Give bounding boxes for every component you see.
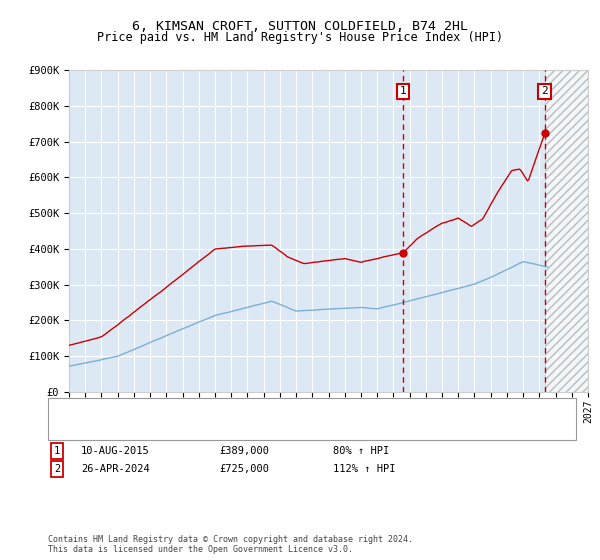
Bar [545, 70, 588, 392]
Text: 112% ↑ HPI: 112% ↑ HPI [333, 464, 395, 474]
Text: 1: 1 [54, 446, 60, 456]
Bar [545, 70, 588, 392]
Text: 2: 2 [541, 86, 548, 96]
Text: HPI: Average price, detached house, Walsall: HPI: Average price, detached house, Wals… [87, 424, 340, 434]
Text: ——: —— [57, 423, 72, 436]
Text: 6, KIMSAN CROFT, SUTTON COLDFIELD, B74 2HL (detached house): 6, KIMSAN CROFT, SUTTON COLDFIELD, B74 2… [87, 404, 434, 414]
Text: 80% ↑ HPI: 80% ↑ HPI [333, 446, 389, 456]
Text: 1: 1 [400, 86, 406, 96]
Text: ——: —— [57, 403, 72, 416]
Text: £389,000: £389,000 [219, 446, 269, 456]
Text: Price paid vs. HM Land Registry's House Price Index (HPI): Price paid vs. HM Land Registry's House … [97, 31, 503, 44]
Text: 10-AUG-2015: 10-AUG-2015 [81, 446, 150, 456]
Text: 26-APR-2024: 26-APR-2024 [81, 464, 150, 474]
Text: 6, KIMSAN CROFT, SUTTON COLDFIELD, B74 2HL: 6, KIMSAN CROFT, SUTTON COLDFIELD, B74 2… [132, 20, 468, 32]
Text: 2: 2 [54, 464, 60, 474]
Text: £725,000: £725,000 [219, 464, 269, 474]
Text: Contains HM Land Registry data © Crown copyright and database right 2024.
This d: Contains HM Land Registry data © Crown c… [48, 535, 413, 554]
